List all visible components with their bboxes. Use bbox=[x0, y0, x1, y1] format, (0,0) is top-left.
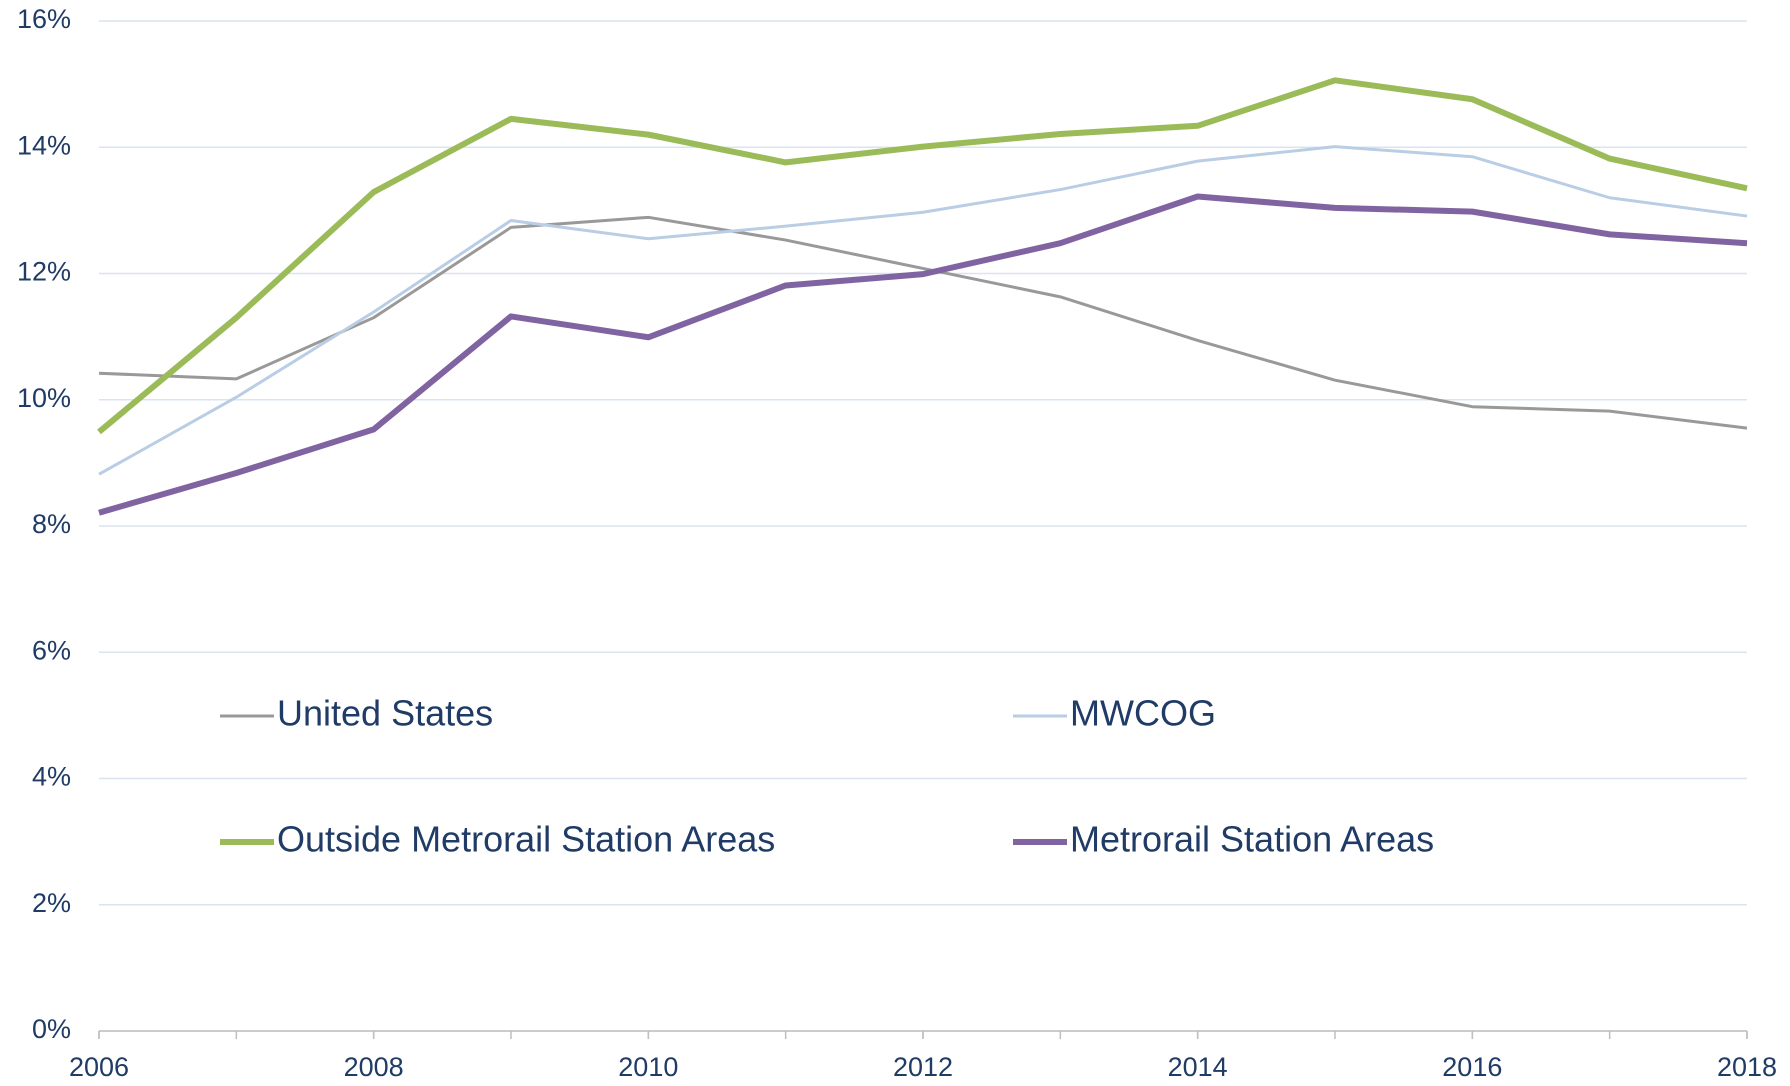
series-line bbox=[97, 77, 1748, 435]
x-tick-label: 2006 bbox=[69, 1052, 129, 1082]
legend-label: United States bbox=[277, 693, 493, 734]
x-tick-label: 2016 bbox=[1442, 1052, 1502, 1082]
series-line bbox=[98, 215, 1748, 430]
y-tick-label: 2% bbox=[32, 888, 71, 918]
x-tick-label: 2008 bbox=[344, 1052, 404, 1082]
x-tick-label: 2010 bbox=[618, 1052, 678, 1082]
y-tick-label: 14% bbox=[17, 130, 71, 160]
legend-label: Metrorail Station Areas bbox=[1070, 819, 1434, 860]
legend-label: Outside Metrorail Station Areas bbox=[277, 819, 775, 860]
x-tick-label: 2018 bbox=[1717, 1052, 1777, 1082]
y-tick-label: 8% bbox=[32, 509, 71, 539]
y-tick-label: 6% bbox=[32, 635, 71, 665]
series-line bbox=[98, 193, 1748, 516]
y-tick-label: 0% bbox=[32, 1014, 71, 1044]
x-tick-label: 2012 bbox=[893, 1052, 953, 1082]
y-tick-label: 12% bbox=[17, 257, 71, 287]
y-tick-label: 16% bbox=[17, 4, 71, 34]
legend-label: MWCOG bbox=[1070, 693, 1216, 734]
y-tick-label: 4% bbox=[32, 762, 71, 792]
y-tick-label: 10% bbox=[17, 383, 71, 413]
x-tick-label: 2014 bbox=[1168, 1052, 1228, 1082]
series-line bbox=[98, 145, 1748, 476]
